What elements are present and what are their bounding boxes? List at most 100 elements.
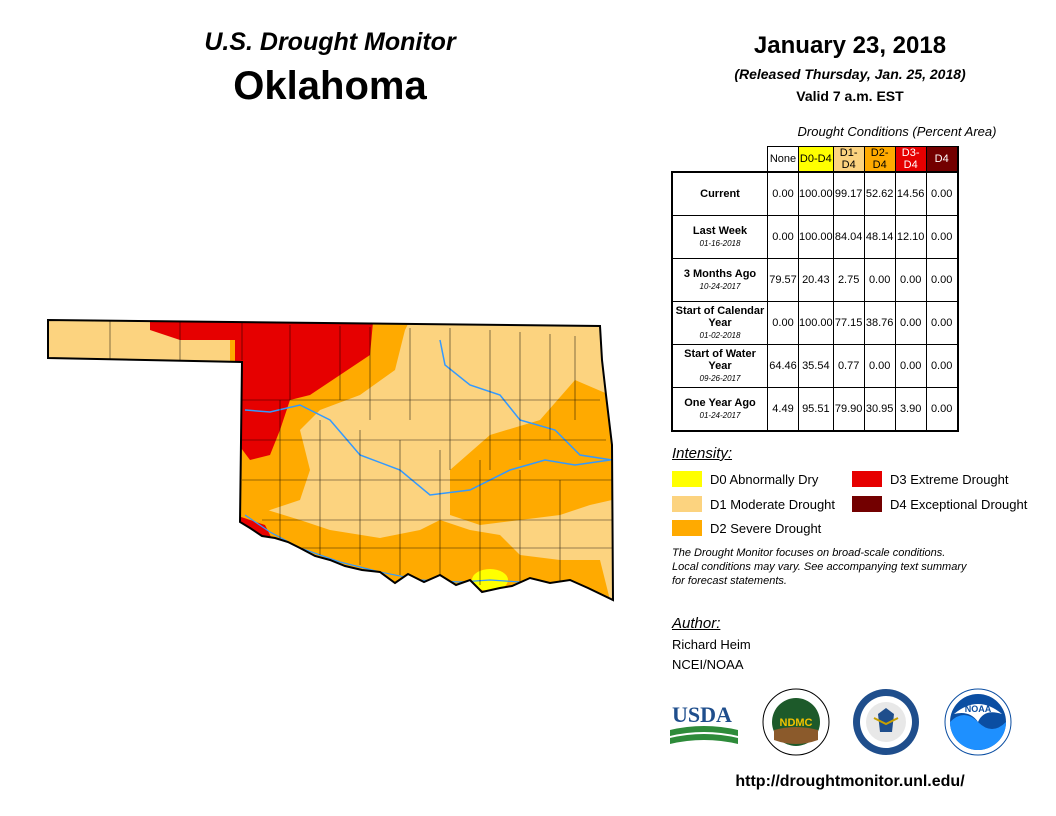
table-corner <box>672 146 768 173</box>
usda-text: USDA <box>672 702 732 727</box>
table-cell: 0.00 <box>925 344 959 388</box>
col-header: D4 <box>925 146 959 173</box>
state-outline <box>47 318 615 602</box>
notes-line: Local conditions may vary. See accompany… <box>672 561 967 573</box>
row-label: 3 Months Ago 10-24-2017 <box>671 258 768 302</box>
county-lines <box>109 320 612 585</box>
website-url[interactable]: http://droughtmonitor.unl.edu/ <box>735 773 965 790</box>
legend-item-d3: D3 Extreme Drought <box>852 471 1009 487</box>
release-date: (Released Thursday, Jan. 25, 2018) <box>734 66 966 82</box>
table-row: One Year Ago 01-24-2017 4.49 95.51 79.90 … <box>671 387 959 432</box>
notes-line: The Drought Monitor focuses on broad-sca… <box>672 547 946 559</box>
oklahoma-drought-map <box>47 318 615 602</box>
monitor-title: U.S. Drought Monitor <box>204 28 456 56</box>
table-cell: 0.00 <box>894 301 927 345</box>
table-cell: 30.95 <box>863 387 896 432</box>
valid-time: Valid 7 a.m. EST <box>796 88 904 104</box>
table-row: Start of Calendar Year 01-02-2018 0.00 10… <box>671 301 959 345</box>
table-cell: 0.00 <box>925 171 959 216</box>
table-cell: 0.00 <box>863 344 896 388</box>
table-cell: 2.75 <box>832 258 865 302</box>
legend-label: D2 Severe Drought <box>710 520 822 536</box>
table-cell: 100.00 <box>798 301 834 345</box>
table-cell: 52.62 <box>863 171 896 216</box>
table-cell: 0.77 <box>832 344 865 388</box>
table-row: Start of Water Year 09-26-2017 64.46 35.5… <box>671 344 959 388</box>
legend-item-d0: D0 Abnormally Dry <box>672 471 818 487</box>
ndmc-logo: NDMC <box>762 688 830 756</box>
legend-label: D3 Extreme Drought <box>890 471 1009 487</box>
table-cell: 100.00 <box>798 215 834 259</box>
river-arkansas <box>439 339 613 461</box>
author-heading: Author: <box>672 615 721 632</box>
table-cell: 99.17 <box>832 171 865 216</box>
legend-item-d1: D1 Moderate Drought <box>672 496 835 512</box>
table-cell: 12.10 <box>894 215 927 259</box>
col-header: None <box>767 146 799 173</box>
table-cell: 0.00 <box>925 215 959 259</box>
table-row: 3 Months Ago 10-24-2017 79.57 20.43 2.75 … <box>671 258 959 302</box>
legend-label: D4 Exceptional Drought <box>890 496 1028 512</box>
table-cell: 0.00 <box>894 344 927 388</box>
usda-logo: USDA <box>670 702 738 744</box>
col-header: D1-D4 <box>832 146 865 173</box>
table-cell: 35.54 <box>798 344 834 388</box>
table-cell: 0.00 <box>925 301 959 345</box>
row-label: Start of Calendar Year 01-02-2018 <box>671 301 768 345</box>
monitor-date: January 23, 2018 <box>753 32 947 59</box>
row-label: Start of Water Year 09-26-2017 <box>671 344 768 388</box>
table-row: Current 0.00 100.00 99.17 52.62 14.56 0.… <box>671 171 959 216</box>
drought-conditions-table: None D0-D4 D1-D4 D2-D4 D3-D4 D4 Current … <box>671 146 959 432</box>
d3-region <box>150 320 375 460</box>
legend-heading: Intensity: <box>672 445 733 462</box>
table-cell: 38.76 <box>863 301 896 345</box>
table-caption: Drought Conditions (Percent Area) <box>797 124 997 139</box>
legend-item-d2: D2 Severe Drought <box>672 520 821 536</box>
legend-swatch <box>672 520 702 536</box>
table-cell: 95.51 <box>798 387 834 432</box>
legend-item-d4: D4 Exceptional Drought <box>852 496 1027 512</box>
col-header: D0-D4 <box>798 146 834 173</box>
table-cell: 79.57 <box>767 258 799 302</box>
legend-swatch <box>852 471 882 487</box>
table-cell: 64.46 <box>767 344 799 388</box>
table-cell: 4.49 <box>767 387 799 432</box>
notes-text: The Drought Monitor focuses on broad-sca… <box>672 546 1032 588</box>
notes-line: for forecast statements. <box>672 575 787 587</box>
table-row: Last Week 01-16-2018 0.00 100.00 84.04 48… <box>671 215 959 259</box>
author-name: Richard Heim <box>672 637 751 652</box>
table-cell: 0.00 <box>767 171 799 216</box>
table-cell: 0.00 <box>767 301 799 345</box>
legend-swatch <box>852 496 882 512</box>
legend-swatch <box>672 471 702 487</box>
row-label: Last Week 01-16-2018 <box>671 215 768 259</box>
row-label: Current <box>671 171 768 216</box>
table-cell: 0.00 <box>925 258 959 302</box>
table-cell: 0.00 <box>925 387 959 432</box>
ndmc-text: NDMC <box>780 717 813 729</box>
table-header-row: None D0-D4 D1-D4 D2-D4 D3-D4 D4 <box>672 146 959 173</box>
table-cell: 0.00 <box>894 258 927 302</box>
row-label: One Year Ago 01-24-2017 <box>671 387 768 432</box>
noaa-logo: NOAA <box>944 688 1012 756</box>
table-cell: 84.04 <box>832 215 865 259</box>
table-cell: 48.14 <box>863 215 896 259</box>
table-cell: 77.15 <box>832 301 865 345</box>
col-header: D2-D4 <box>863 146 896 173</box>
river-cimarron <box>244 404 611 496</box>
table-cell: 14.56 <box>894 171 927 216</box>
table-cell: 3.90 <box>894 387 927 432</box>
noaa-text: NOAA <box>965 704 992 714</box>
legend-swatch <box>672 496 702 512</box>
table-cell: 100.00 <box>798 171 834 216</box>
commerce-seal-logo <box>853 689 919 755</box>
state-title: Oklahoma <box>233 64 427 108</box>
table-cell: 79.90 <box>832 387 865 432</box>
table-cell: 0.00 <box>863 258 896 302</box>
legend-label: D1 Moderate Drought <box>710 496 836 512</box>
d2-region-east <box>450 380 612 525</box>
col-header: D3-D4 <box>894 146 927 173</box>
author-org: NCEI/NOAA <box>672 657 744 672</box>
legend-label: D0 Abnormally Dry <box>710 471 819 487</box>
table-cell: 0.00 <box>767 215 799 259</box>
